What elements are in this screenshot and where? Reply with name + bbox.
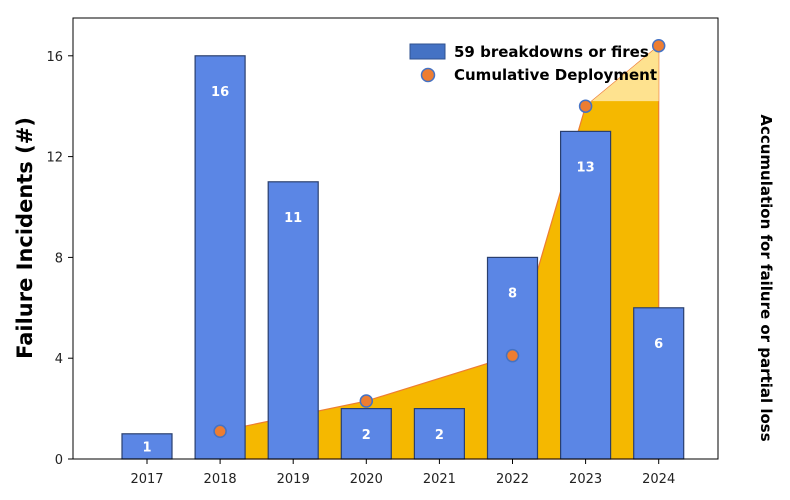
x-tick-label-2020: 2020	[350, 472, 383, 487]
y-tick-label-4: 4	[55, 352, 63, 367]
bar-label-2023: 13	[577, 160, 595, 175]
y-tick-label-8: 8	[55, 251, 63, 266]
bar-2024	[633, 307, 685, 460]
bar-label-2024: 6	[654, 337, 663, 352]
x-tick-label-2018: 2018	[204, 472, 237, 487]
cumulative-area-highlight	[585, 45, 659, 107]
bar-label-2021: 2	[435, 428, 444, 443]
x-tick-label-2024: 2024	[642, 472, 675, 487]
cumulative-point-2018	[213, 424, 227, 439]
cumulative-point-2022	[505, 348, 520, 363]
y-axis-title: Failure Incidents (#)	[13, 117, 37, 359]
x-tick-label-2022: 2022	[496, 472, 529, 487]
bar-2023	[559, 130, 612, 460]
legend: 59 breakdowns or fires Cumulative Deploy…	[409, 43, 657, 84]
cumulative-point-2020	[359, 394, 374, 408]
bar-label-2020: 2	[362, 428, 371, 443]
cumulative-point-layer	[213, 38, 666, 439]
bar-label-2022: 8	[508, 286, 517, 301]
y-tick-label-12: 12	[46, 151, 63, 166]
bar-label-2019: 11	[284, 211, 302, 226]
x-tick-label-2023: 2023	[569, 472, 602, 487]
legend-marker-point	[420, 67, 436, 83]
legend-label-bar: 59 breakdowns or fires	[454, 43, 649, 61]
bar-2021	[413, 408, 465, 460]
cumulative-point-2023	[578, 99, 593, 113]
bar-2018	[194, 55, 246, 460]
legend-label-point: Cumulative Deployment	[454, 66, 657, 84]
y-tick-label-16: 16	[46, 50, 63, 65]
x-tick-label-2019: 2019	[277, 472, 310, 487]
bar-label-2018: 16	[211, 85, 229, 100]
cumulative-point-2024	[651, 38, 666, 53]
x-tick-label-2021: 2021	[423, 472, 456, 487]
x-tick-label-2017: 2017	[130, 472, 163, 487]
bar-2019	[267, 181, 319, 460]
bar-2017	[121, 433, 173, 460]
plot-frame	[72, 17, 719, 460]
bar-label-2017: 1	[142, 440, 151, 455]
y-tick-label-0: 0	[55, 453, 63, 468]
y-axis-right-title: Accumulation for failure or partial loss	[757, 114, 775, 441]
legend-swatch-bar	[409, 43, 446, 60]
bar-layer: 1 16 11 2 2 8 13 6	[121, 55, 685, 460]
